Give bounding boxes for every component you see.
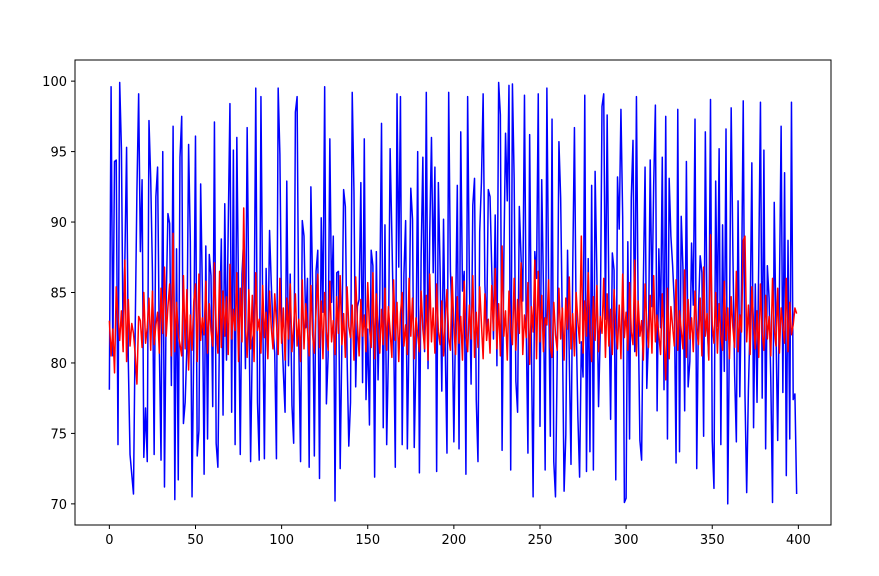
y-tick-label: 80: [50, 357, 67, 372]
y-tick-label: 90: [50, 216, 67, 231]
y-tick-label: 70: [50, 498, 67, 513]
x-tick-label: 250: [528, 533, 553, 548]
y-tick-label: 95: [50, 146, 67, 161]
x-tick-label: 300: [614, 533, 639, 548]
y-tick-label: 85: [50, 287, 67, 302]
y-tick-label: 75: [50, 427, 67, 442]
x-tick-label: 50: [187, 533, 204, 548]
x-tick-label: 200: [441, 533, 466, 548]
y-tick-label: 100: [42, 75, 67, 90]
x-tick-label: 150: [355, 533, 380, 548]
x-tick-label: 400: [786, 533, 811, 548]
x-tick-label: 350: [700, 533, 725, 548]
series-line: [108, 207, 798, 385]
x-tick-label: 100: [269, 533, 294, 548]
x-tick-label: 0: [105, 533, 113, 548]
